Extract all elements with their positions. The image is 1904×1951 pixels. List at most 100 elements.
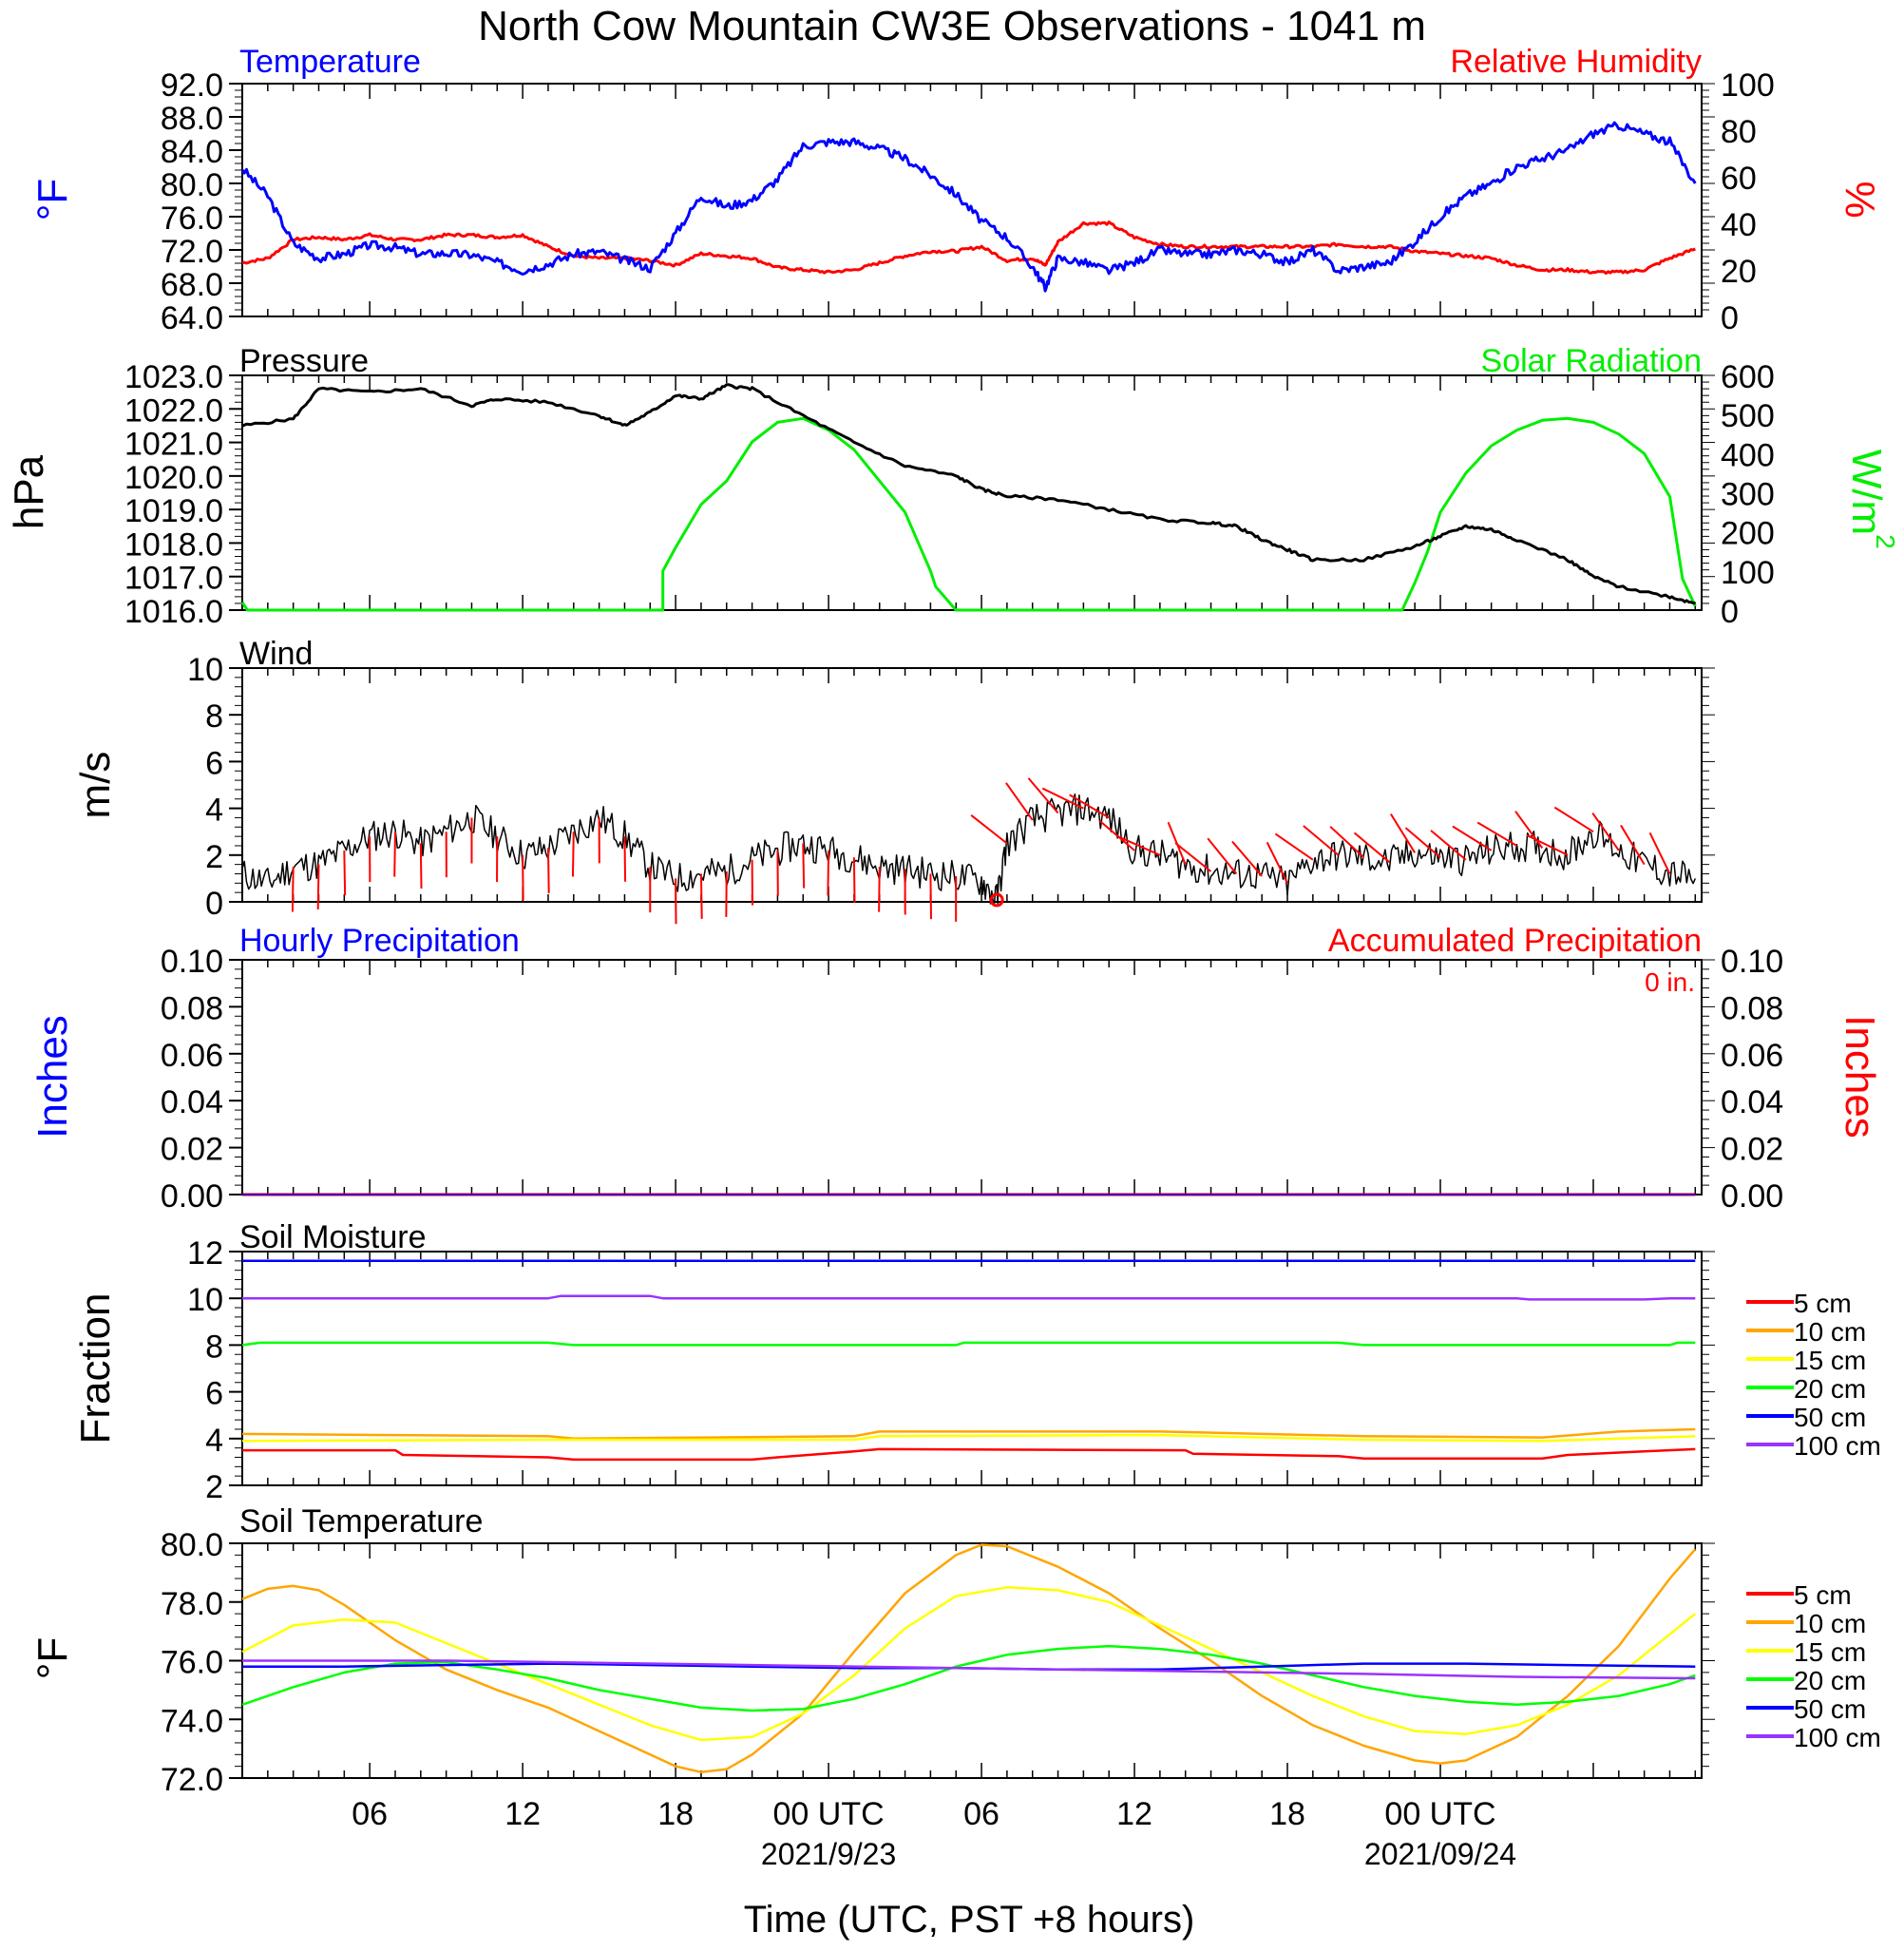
- soil-temp-legend-label: 10 cm: [1794, 1609, 1866, 1638]
- pressure-y-label-left: 1017.0: [124, 561, 223, 597]
- hourly-precip-title: Hourly Precipitation: [239, 923, 520, 959]
- temperature-y-label-left: 72.0: [161, 234, 223, 270]
- temperature-y-label-left: 80.0: [161, 167, 223, 203]
- hourly-precip-y-axis-title: Inches: [29, 1015, 76, 1138]
- soil-temp-5-series-line: [242, 1659, 1696, 1680]
- wind-barb: [1069, 794, 1110, 819]
- x-tick-label: 12: [1116, 1796, 1152, 1832]
- wind-barb: [1266, 841, 1288, 884]
- wind-barb: [623, 836, 627, 882]
- soil-moisture-legend-label: 20 cm: [1794, 1374, 1866, 1404]
- wind-barb: [1553, 806, 1594, 833]
- soil_moisture-y-label-left: 2: [205, 1469, 223, 1505]
- wind-barb: [1207, 837, 1238, 875]
- wind-barb: [393, 832, 396, 877]
- pressure-y-label-right: 600: [1721, 359, 1775, 395]
- temperature-y-label-right: 60: [1721, 161, 1757, 197]
- x-tick-label: 18: [1269, 1796, 1305, 1832]
- wind-y-label-left: 2: [205, 839, 223, 875]
- x-axis-label: Time (UTC, PST +8 hours): [744, 1899, 1195, 1941]
- wind-barb: [1648, 832, 1671, 874]
- wind-barb: [1027, 777, 1059, 814]
- wind-barb: [1174, 842, 1212, 872]
- precip-y-label-right: 0.02: [1721, 1132, 1783, 1168]
- precip-y-label-left: 0.08: [161, 990, 223, 1026]
- soil_temp-y-label-left: 80.0: [161, 1527, 223, 1563]
- soil-moisture-2-series-line: [241, 1433, 1696, 1443]
- wind-title: Wind: [239, 636, 313, 672]
- wind-series-line: [241, 793, 1696, 908]
- solar-title: Solar Radiation: [1481, 343, 1702, 379]
- temperature-y-label-left: 92.0: [161, 67, 223, 104]
- soil-moisture-1-series-line: [241, 1427, 1696, 1441]
- soil-temp-y-axis-title: °F: [29, 1637, 76, 1679]
- precip-y-label-right: 0.00: [1721, 1178, 1783, 1215]
- soil-moisture-legend-label: 100 cm: [1794, 1431, 1881, 1461]
- wind-barb: [1591, 813, 1620, 851]
- soil-temp-3-series-line: [241, 1644, 1696, 1712]
- temperature-title: Temperature: [239, 44, 421, 80]
- temperature-y-label-right: 40: [1721, 207, 1757, 243]
- soil-moisture-3-series-line: [241, 1341, 1696, 1347]
- panels-group: 92.088.084.080.076.072.068.064.010080604…: [6, 44, 1900, 1798]
- soil-moisture-legend-label: 50 cm: [1794, 1403, 1866, 1432]
- x-tick-label: 06: [963, 1796, 1000, 1832]
- soil_temp-y-label-left: 74.0: [161, 1703, 223, 1739]
- soil-temp-title: Soil Temperature: [239, 1503, 483, 1540]
- pressure-title: Pressure: [239, 343, 369, 379]
- soil-moisture-legend-label: 15 cm: [1794, 1346, 1866, 1375]
- pressure-y-label-right: 100: [1721, 555, 1775, 591]
- pressure-y-label-right: 200: [1721, 516, 1775, 552]
- temperature-series-line: [240, 121, 1697, 293]
- wind-barb: [571, 832, 575, 877]
- wind-barb: [1430, 830, 1467, 861]
- precip-y-label-left: 0.06: [161, 1038, 223, 1074]
- wind-barb: [1041, 787, 1084, 810]
- soil_temp-y-label-left: 76.0: [161, 1645, 223, 1681]
- soil-moisture-title: Soil Moisture: [239, 1219, 427, 1255]
- pressure-y-label-left: 1016.0: [124, 594, 223, 630]
- precip-y-label-right: 0.04: [1721, 1084, 1783, 1120]
- pressure-y-label-right: 400: [1721, 437, 1775, 473]
- soil_moisture-y-label-left: 6: [205, 1376, 223, 1412]
- temperature-y-label-left: 84.0: [161, 134, 223, 170]
- soil-temp-legend-label: 5 cm: [1794, 1580, 1852, 1610]
- wind-barb: [1476, 821, 1517, 847]
- soil-temp-legend-label: 20 cm: [1794, 1666, 1866, 1695]
- x-tick-label: 06: [352, 1796, 388, 1832]
- pressure-y-label-left: 1020.0: [124, 460, 223, 496]
- soil_temp-y-label-left: 78.0: [161, 1586, 223, 1622]
- soil-moisture-legend-label: 5 cm: [1794, 1289, 1852, 1318]
- wind-barb: [419, 843, 423, 889]
- wind-barb: [1390, 813, 1417, 853]
- soil_moisture-y-label-left: 4: [205, 1423, 223, 1459]
- wind-barb: [1231, 840, 1263, 877]
- soil_moisture-y-label-left: 8: [205, 1329, 223, 1365]
- soil_temp-y-label-left: 72.0: [161, 1762, 223, 1798]
- soil_moisture-y-label-left: 12: [187, 1235, 223, 1272]
- x-date-label: 2021/9/23: [761, 1837, 896, 1871]
- wind-barb: [699, 873, 703, 919]
- soil-moisture-legend-label: 10 cm: [1794, 1317, 1866, 1347]
- pressure-y-label-left: 1019.0: [124, 493, 223, 529]
- temperature-y-label-left: 64.0: [161, 300, 223, 336]
- temperature-y-axis-title: °F: [29, 179, 76, 220]
- wind-y-axis-title: m/s: [72, 752, 119, 819]
- wind-barb: [1452, 825, 1493, 851]
- precip-y-label-left: 0.10: [161, 944, 223, 980]
- wind-barb: [343, 850, 347, 896]
- temperature-y-label-right: 0: [1721, 300, 1739, 336]
- pressure-y-label-right: 0: [1721, 594, 1739, 630]
- wind-barb: [1514, 811, 1544, 850]
- wind-y-label-left: 4: [205, 793, 223, 829]
- temperature-y-label-left: 68.0: [161, 267, 223, 303]
- temperature-y-label-right: 100: [1721, 67, 1775, 104]
- soil-temp-legend-label: 15 cm: [1794, 1637, 1866, 1667]
- wind-barb: [970, 814, 1008, 845]
- wind-barb: [1303, 825, 1340, 856]
- wind-y-label-left: 8: [205, 698, 223, 735]
- precip-y-label-left: 0.00: [161, 1178, 223, 1215]
- temperature-y-label-right: 20: [1721, 254, 1757, 290]
